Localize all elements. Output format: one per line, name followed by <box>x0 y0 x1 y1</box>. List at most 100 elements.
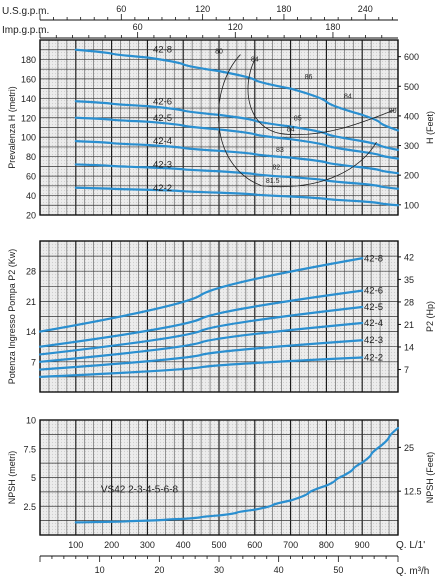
m3h-tick-label: 10 <box>95 565 105 575</box>
series-line-42-8 <box>38 257 364 333</box>
y-tick-label: 14 <box>26 327 36 337</box>
y-right-axis-label: NPSH (Feet) <box>425 452 435 504</box>
series-label-42-2: 42-2 <box>364 352 383 363</box>
series-label-42-6: 42-6 <box>153 96 172 107</box>
impgpm-axis-label: Imp.g.p.m. <box>2 25 49 36</box>
efficiency-label: 82 <box>272 164 280 171</box>
y-right-axis-label: P2 (Hp) <box>425 301 435 332</box>
efficiency-label: 84 <box>251 56 259 63</box>
series-line-42-5 <box>74 116 400 160</box>
efficiency-label: 86 <box>305 74 313 81</box>
top-flow-axes: U.S.g.p.m. Imp.g.p.m. 60 120 180 240 60 120 1… <box>2 4 398 39</box>
power-chart: 7 14 21 28 7 14 21 28 35 42 Potenza Ingresso Pompa… <box>7 240 435 393</box>
y-tick-label: 160 <box>21 74 36 84</box>
efficiency-label: 84 <box>287 126 295 133</box>
series-line-42-6 <box>38 289 364 348</box>
y-tick-label: 40 <box>26 191 36 201</box>
m3h-tick-label: 30 <box>214 565 224 575</box>
series-line-42-4 <box>74 140 400 175</box>
lmin-tick-label: 400 <box>176 540 191 550</box>
y-right-tick-label: 500 <box>404 82 419 92</box>
y-tick-label: 180 <box>21 55 36 65</box>
y-right-tick-label: 300 <box>404 141 419 151</box>
lmin-axis-label: Q. L/1' <box>396 540 425 551</box>
efficiency-label: 85 <box>294 116 302 123</box>
y-tick-label: 140 <box>21 94 36 104</box>
series-line-42-3 <box>38 339 364 371</box>
y-right-tick-label: 25 <box>404 443 414 453</box>
series-label-42-6: 42-6 <box>364 286 383 297</box>
efficiency-label: 81.5 <box>266 178 280 185</box>
series-label-42-3: 42-3 <box>364 335 383 346</box>
m3h-tick-label: 50 <box>333 565 343 575</box>
y-tick-label: 21 <box>26 297 36 307</box>
y-right-tick-label: 21 <box>404 320 414 330</box>
m3h-tick-label: 20 <box>154 565 164 575</box>
npsh-model-label: VS42 2-3-4-5-6-8 <box>101 484 179 495</box>
usgpm-axis-label: U.S.g.p.m. <box>2 6 49 17</box>
bottom-flow-axes: 100 200 300 400 500 600 700 800 900 10 20 30 40 50 Q… <box>39 540 429 577</box>
y-tick-label: 80 <box>26 152 36 162</box>
usgpm-tick-label: 180 <box>276 4 291 14</box>
y-axis-label: Potenza Ingresso Pompa P2 (Kw) <box>7 249 17 385</box>
lmin-tick-label: 300 <box>140 540 155 550</box>
y-tick-label: 60 <box>26 172 36 182</box>
plot-frame <box>39 39 399 216</box>
usgpm-tick-label: 60 <box>116 4 126 14</box>
head-chart: 20 40 60 80 100 120 140 160 180 100 200 300 400 500 60… <box>7 39 435 221</box>
lmin-tick-label: 800 <box>319 540 334 550</box>
series-label-42-3: 42-3 <box>153 159 172 170</box>
series-label-42-4: 42-4 <box>153 136 172 147</box>
plot-frame <box>39 240 399 393</box>
efficiency-label: 84 <box>344 93 352 100</box>
y-right-tick-label: 14 <box>404 342 414 352</box>
y-right-tick-label: 28 <box>404 297 414 307</box>
efficiency-curve-outer <box>218 54 377 188</box>
series-line-42-3 <box>74 163 400 190</box>
efficiency-label: 83 <box>276 147 284 154</box>
usgpm-tick-label: 120 <box>195 4 210 14</box>
series-line-42-8 <box>74 48 400 132</box>
y-tick-label: 20 <box>26 211 36 221</box>
y-tick-label: 5 <box>31 473 36 483</box>
lmin-tick-label: 700 <box>283 540 298 550</box>
lmin-tick-label: 900 <box>355 540 370 550</box>
efficiency-curves: 80 84 86 84 80 85 84 83 82 81.5 <box>215 49 397 188</box>
series-label-42-5: 42-5 <box>364 302 383 313</box>
series-label-42-5: 42-5 <box>153 113 172 124</box>
lmin-tick-label: 100 <box>68 540 83 550</box>
y-tick-label: 28 <box>26 267 36 277</box>
y-axis-label: Prevalenza H (metri) <box>7 86 17 169</box>
lmin-tick-label: 600 <box>247 540 262 550</box>
lmin-tick-label: 500 <box>211 540 226 550</box>
y-right-axis-label: H (Feet) <box>425 111 435 144</box>
series-line-42-4 <box>38 321 364 363</box>
impgpm-tick-label: 180 <box>325 22 340 32</box>
lmin-tick-label: 200 <box>104 540 119 550</box>
y-tick-label: 120 <box>21 113 36 123</box>
y-right-tick-label: 400 <box>404 111 419 121</box>
series-line-VS42 2-3-4-5-6-8 <box>74 426 400 524</box>
series-label-42-4: 42-4 <box>364 318 383 329</box>
y-right-tick-label: 100 <box>404 200 419 210</box>
series-line-42-2 <box>74 186 400 207</box>
y-right-tick-label: 12.5 <box>404 487 422 497</box>
series-label-42-2: 42-2 <box>153 183 172 194</box>
impgpm-tick-label: 60 <box>133 22 143 32</box>
y-right-tick-label: 7 <box>404 365 409 375</box>
y-right-tick-label: 35 <box>404 275 414 285</box>
impgpm-tick-label: 120 <box>228 22 243 32</box>
series-label-42-8: 42-8 <box>153 45 172 56</box>
efficiency-label: 80 <box>389 108 397 115</box>
y-right-tick-label: 42 <box>404 252 414 262</box>
series-line-42-2 <box>38 356 364 378</box>
series-line-42-5 <box>38 305 364 356</box>
y-right-tick-label: 200 <box>404 171 419 181</box>
y-tick-label: 7.5 <box>23 444 36 454</box>
usgpm-tick-label: 240 <box>358 4 373 14</box>
y-tick-label: 10 <box>26 416 36 426</box>
m3h-tick-label: 40 <box>274 565 284 575</box>
efficiency-curve-inner <box>247 59 395 136</box>
efficiency-label: 80 <box>215 49 223 56</box>
